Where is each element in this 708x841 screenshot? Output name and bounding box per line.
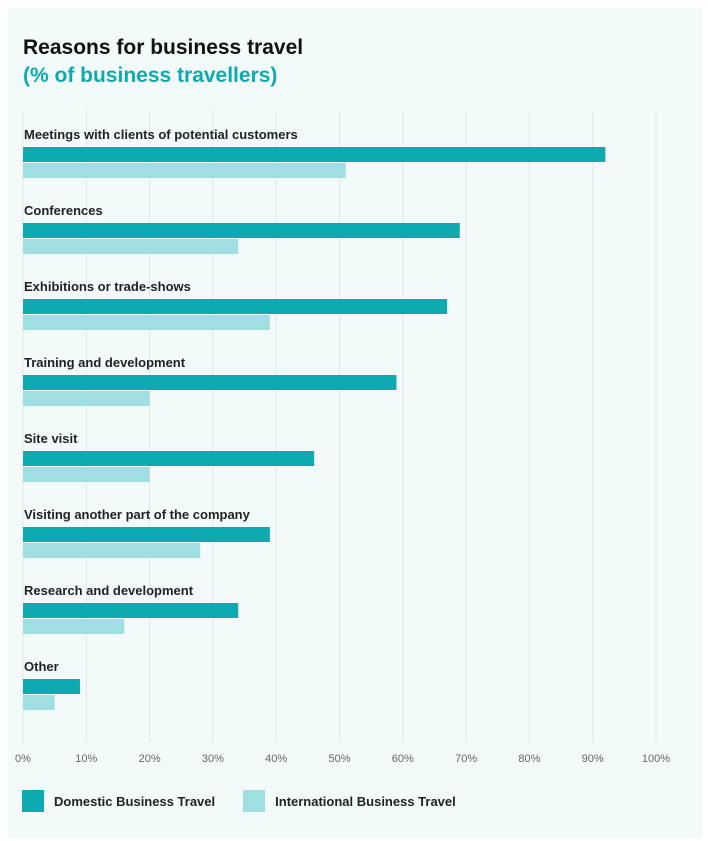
- legend: Domestic Business Travel International B…: [22, 790, 484, 812]
- x-tick-label: 90%: [582, 753, 604, 765]
- bar-domestic: [23, 147, 606, 162]
- chart-title: Reasons for business travel: [23, 36, 304, 59]
- x-tick-label: 0%: [15, 753, 31, 765]
- gridlines: [22, 110, 657, 742]
- category-label: Research and development: [24, 583, 194, 598]
- bar-domestic: [23, 679, 80, 694]
- bar-international: [23, 239, 239, 254]
- category-label: Exhibitions or trade-shows: [24, 279, 191, 294]
- bar-domestic: [23, 451, 315, 466]
- category-label: Other: [24, 659, 59, 674]
- legend-swatch-domestic: [22, 790, 44, 812]
- x-tick-label: 10%: [75, 753, 97, 765]
- bar-international: [23, 315, 270, 330]
- x-tick-label: 30%: [202, 753, 224, 765]
- bars: [23, 147, 606, 710]
- category-label: Site visit: [24, 431, 78, 446]
- x-tick-label: 20%: [139, 753, 161, 765]
- bar-international: [23, 467, 150, 482]
- x-axis-ticks: 0% 10% 20% 30% 40% 50% 60% 70% 80% 90% 100%: [15, 753, 670, 765]
- legend-item-domestic: Domestic Business Travel: [22, 790, 215, 812]
- legend-label-domestic: Domestic Business Travel: [54, 793, 216, 809]
- legend-label-international: International Business Travel: [275, 793, 456, 809]
- legend-item-international: International Business Travel: [243, 790, 456, 812]
- chart-subtitle: (% of business travellers): [23, 64, 278, 87]
- bar-domestic: [23, 299, 448, 314]
- category-label: Meetings with clients of potential custo…: [24, 127, 298, 142]
- bar-international: [23, 391, 150, 406]
- x-tick-label: 50%: [328, 753, 350, 765]
- bar-domestic: [23, 603, 239, 618]
- bar-domestic: [23, 375, 397, 390]
- x-tick-label: 40%: [265, 753, 287, 765]
- bar-domestic: [23, 223, 460, 238]
- category-label: Training and development: [24, 355, 186, 370]
- bar-international: [23, 543, 201, 558]
- bar-international: [23, 163, 346, 178]
- category-labels: Meetings with clients of potential custo…: [24, 127, 298, 674]
- x-tick-label: 80%: [518, 753, 540, 765]
- legend-swatch-international: [243, 790, 266, 812]
- bar-international: [23, 695, 55, 710]
- category-label: Visiting another part of the company: [24, 507, 251, 522]
- bar-domestic: [23, 527, 270, 542]
- bar-chart: Meetings with clients of potential custo…: [15, 110, 670, 765]
- x-tick-label: 70%: [455, 753, 477, 765]
- x-tick-label: 60%: [392, 753, 414, 765]
- x-tick-label: 100%: [642, 753, 670, 765]
- bar-international: [23, 619, 125, 634]
- category-label: Conferences: [24, 203, 103, 218]
- chart-panel: [8, 8, 702, 838]
